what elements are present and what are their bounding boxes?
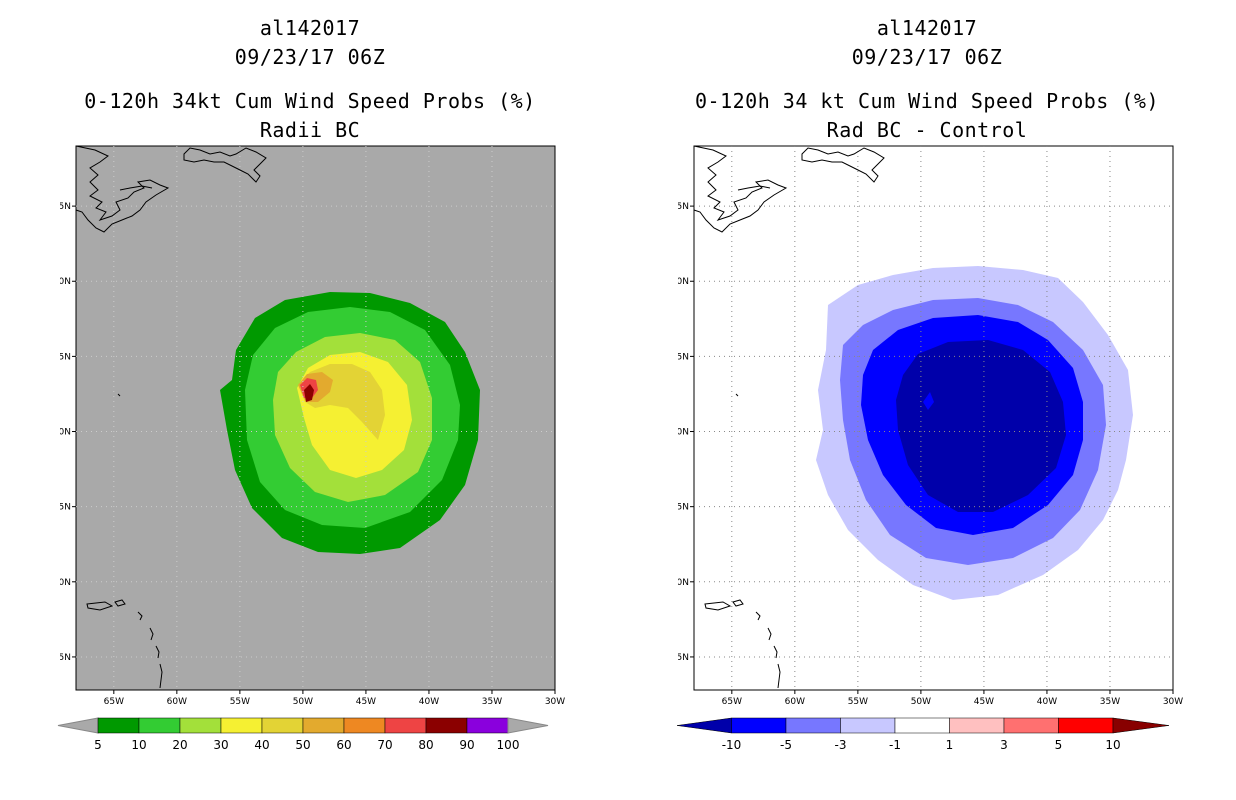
- left-map-panel: 65W 60W 55W 50W 45W 40W 35W 30W 45N 40N 35N 30N 25N 2…: [60, 140, 570, 720]
- left-map: 65W 60W 55W 50W 45W 40W 35W 30W 45N 40N 35N 30N 25N 2…: [60, 145, 565, 707]
- left-colorbar-swatch-40: [261, 717, 304, 734]
- left-colorbar-swatch-90: [466, 717, 509, 734]
- right-map-panel: 65W 60W 55W 50W 45W 40W 35W 30W 45N 40N 35N 30N 25N 2…: [678, 140, 1188, 720]
- right-title: 0-120h 34 kt Cum Wind Speed Probs (%): [694, 89, 1160, 113]
- right-lon-label: 50W: [911, 697, 931, 707]
- left-lat-label: 30N: [60, 428, 71, 438]
- left-colorbar-label: 10: [131, 738, 146, 752]
- left-subtitle: Radii BC: [259, 118, 361, 142]
- right-difference-field: [816, 266, 1133, 600]
- right-colorbar-label: 5: [1055, 738, 1063, 752]
- left-colorbar-label: 90: [459, 738, 474, 752]
- right-lon-label: 45W: [974, 697, 994, 707]
- left-coastlines: [75, 145, 267, 689]
- left-colorbar-swatch-70: [384, 717, 427, 734]
- right-colorbar-label: 3: [1000, 738, 1008, 752]
- left-probability-field: [220, 292, 480, 554]
- right-coastlines: [693, 145, 885, 689]
- left-colorbar-high-arrow: [507, 717, 549, 734]
- right-storm-id: al142017: [876, 16, 978, 40]
- left-colorbar-label: 70: [377, 738, 392, 752]
- left-lon-label: 65W: [104, 697, 124, 707]
- right-lon-label: 30W: [1163, 697, 1183, 707]
- right-datetime: 09/23/17 06Z: [851, 45, 1003, 69]
- left-colorbar-swatch-80: [425, 717, 468, 734]
- left-lat-label: 35N: [60, 352, 71, 362]
- left-lat-label: 20N: [60, 578, 71, 588]
- left-lat-label: 40N: [60, 277, 71, 287]
- left-colorbar-swatch-5: [97, 717, 140, 734]
- left-colorbar-label: 30: [213, 738, 228, 752]
- left-colorbar-panel: 5 10 20 30 40 50 60 70 80 90 100: [55, 712, 560, 757]
- left-lon-label: 35W: [482, 697, 502, 707]
- left-title: 0-120h 34kt Cum Wind Speed Probs (%): [84, 89, 536, 113]
- left-lat-label: 45N: [60, 202, 71, 212]
- left-lon-label: 30W: [545, 697, 565, 707]
- right-colorbar-panel: -10 -5 -3 -1 1 3 5 10: [672, 712, 1182, 757]
- right-colorbar-high-arrow: [1112, 717, 1170, 734]
- right-lat-label: 15N: [678, 653, 689, 663]
- left-colorbar-label: 40: [254, 738, 269, 752]
- right-colorbar: -10 -5 -3 -1 1 3 5 10: [676, 717, 1170, 752]
- left-colorbar-label: 60: [336, 738, 351, 752]
- left-lon-label: 55W: [230, 697, 250, 707]
- right-map-grid: [694, 146, 1173, 690]
- right-colorbar-label: 1: [946, 738, 954, 752]
- right-colorbar-swatch-3: [949, 717, 1005, 734]
- left-colorbar-label: 5: [94, 738, 102, 752]
- right-lat-label: 45N: [678, 202, 689, 212]
- right-lat-label: 25N: [678, 503, 689, 513]
- left-lon-label: 60W: [167, 697, 187, 707]
- left-lon-label: 45W: [356, 697, 376, 707]
- left-lon-label: 40W: [419, 697, 439, 707]
- right-colorbar-swatch-10: [1058, 717, 1114, 734]
- right-colorbar-low-arrow: [676, 717, 732, 734]
- right-colorbar-label: -10: [722, 738, 742, 752]
- left-colorbar-low-arrow: [57, 717, 99, 734]
- right-map: 65W 60W 55W 50W 45W 40W 35W 30W 45N 40N 35N 30N 25N 2…: [678, 145, 1183, 707]
- right-lon-label: 40W: [1037, 697, 1057, 707]
- left-colorbar-label: 50: [295, 738, 310, 752]
- right-colorbar-label: -3: [835, 738, 847, 752]
- left-colorbar-swatch-30: [220, 717, 263, 734]
- right-colorbar-swatch--1: [840, 717, 896, 734]
- right-lon-label: 55W: [848, 697, 868, 707]
- left-datetime: 09/23/17 06Z: [234, 45, 386, 69]
- left-colorbar-swatch-20: [179, 717, 222, 734]
- right-lat-label: 30N: [678, 428, 689, 438]
- left-colorbar-swatch-10: [138, 717, 181, 734]
- right-colorbar-label: 10: [1105, 738, 1120, 752]
- right-lat-label: 20N: [678, 578, 689, 588]
- right-lat-label: 35N: [678, 352, 689, 362]
- left-colorbar-swatch-60: [343, 717, 386, 734]
- right-colorbar-swatch-1: [894, 717, 950, 734]
- left-lat-label: 25N: [60, 503, 71, 513]
- left-colorbar-swatch-50: [302, 717, 345, 734]
- right-subtitle: Rad BC - Control: [826, 118, 1028, 142]
- right-lat-label: 40N: [678, 277, 689, 287]
- right-lon-label: 65W: [722, 697, 742, 707]
- right-colorbar-label: -1: [889, 738, 901, 752]
- left-colorbar: 5 10 20 30 40 50 60 70 80 90 100: [57, 717, 549, 752]
- left-colorbar-label: 20: [172, 738, 187, 752]
- left-map-grid: [76, 146, 555, 690]
- left-colorbar-label: 100: [497, 738, 520, 752]
- left-lon-label: 50W: [293, 697, 313, 707]
- right-lon-label: 35W: [1100, 697, 1120, 707]
- right-lon-label: 60W: [785, 697, 805, 707]
- left-colorbar-label: 80: [418, 738, 433, 752]
- right-colorbar-swatch--5: [731, 717, 787, 734]
- left-storm-id: al142017: [259, 16, 361, 40]
- right-colorbar-swatch-5: [1003, 717, 1059, 734]
- left-lat-label: 15N: [60, 653, 71, 663]
- right-colorbar-swatch--3: [785, 717, 841, 734]
- right-colorbar-label: -5: [780, 738, 792, 752]
